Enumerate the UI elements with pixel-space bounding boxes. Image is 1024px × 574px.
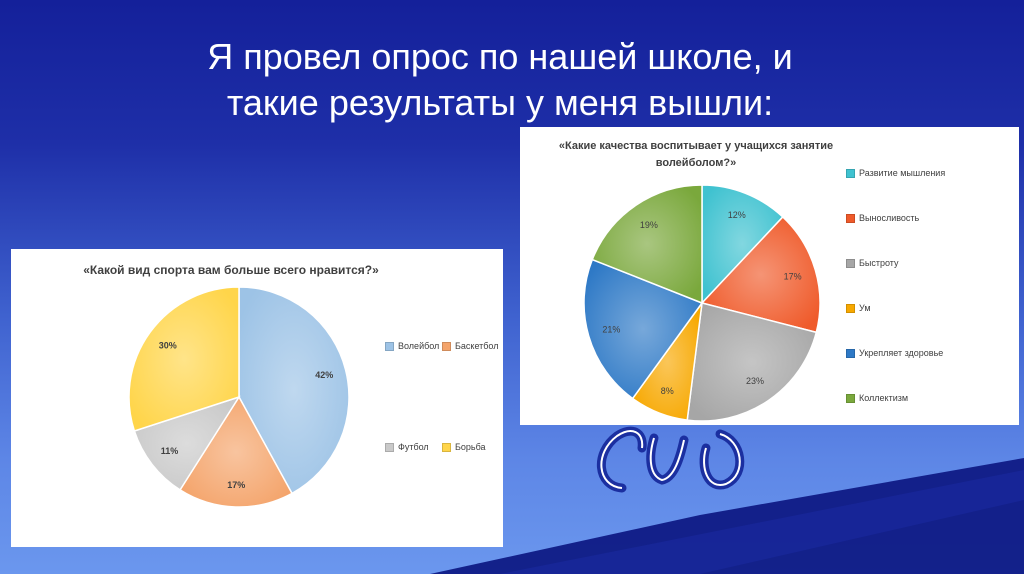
pie-data-label-6: 19% <box>640 220 658 230</box>
slide-title-line-1: Я провел опрос по нашей школе, и <box>207 36 793 77</box>
pie-data-label-2: 17% <box>784 272 802 282</box>
legend-label: Ум <box>859 303 871 313</box>
pie-slice-2 <box>700 215 821 334</box>
legend-label: Борьба <box>455 442 486 452</box>
pie-chart-qualities: 12% 17% 23% 8% 21% 19% <box>583 184 821 422</box>
pie-slice-2 <box>179 395 294 508</box>
pie-slice-3 <box>133 395 241 491</box>
pie-chart-sports: 42% 17% 11% 30% <box>128 286 350 508</box>
pie-slice-3 <box>686 302 818 422</box>
legend-label: Баскетбол <box>455 341 499 351</box>
legend-swatch <box>846 213 855 223</box>
legend-item-1: Развитие мышления <box>846 168 945 178</box>
pie-data-label-2: 17% <box>227 480 245 490</box>
legend-swatch <box>846 393 855 403</box>
legend-label: Волейбол <box>398 341 440 351</box>
legend-swatch <box>846 303 855 313</box>
legend-label: Выносливость <box>859 213 920 223</box>
pie-data-label-1: 42% <box>315 370 333 380</box>
legend-swatch <box>442 341 451 351</box>
legend-item-5: Укрепляет здоровье <box>846 348 943 358</box>
legend-swatch <box>846 168 855 178</box>
pie-slice-1 <box>701 184 784 305</box>
legend-item-6: Коллектизм <box>846 393 908 403</box>
chart-title-qualities: «Какие качества воспитывает у учащихся з… <box>558 140 834 169</box>
legend-label: Развитие мышления <box>859 168 946 178</box>
legend-item-2: Выносливость <box>846 213 919 223</box>
pie-data-label-4: 30% <box>159 340 177 350</box>
pie-slice-6 <box>591 184 703 305</box>
pie-data-label-1: 12% <box>728 210 746 220</box>
legend-label: Укрепляет здоровье <box>859 348 944 358</box>
pie-data-label-5: 21% <box>602 324 620 334</box>
legend-swatch <box>385 341 394 351</box>
legend-swatch <box>846 348 855 358</box>
legend-item-4: Ум <box>846 303 871 313</box>
legend-swatch <box>846 258 855 268</box>
legend-swatch <box>442 442 451 452</box>
pie-slice-5 <box>583 258 704 400</box>
slide-title-line-2: такие результаты у меня вышли: <box>226 82 774 123</box>
chart-card-qualities: 12% 17% 23% 8% 21% 19% «Какие качества воспит… <box>520 127 1019 425</box>
legend-item-3: Футбол <box>385 442 429 452</box>
legend-item-1: Волейбол <box>385 341 439 351</box>
chart-card-sports: 42% 17% 11% 30% «Какой вид спорта вам больш… <box>11 249 503 547</box>
legend-item-3: Быстроту <box>846 258 899 268</box>
chart-title-sports: «Какой вид спорта вам больше всего нрави… <box>83 263 379 277</box>
pie-slice-1 <box>238 286 350 495</box>
pie-data-label-4: 8% <box>661 386 674 396</box>
slide-title: Я провел опрос по нашей школе, и такие р… <box>120 34 880 126</box>
legend-swatch <box>385 442 394 452</box>
legend-label: Быстроту <box>859 258 899 268</box>
legend-label: Футбол <box>398 442 429 452</box>
legend-item-2: Баскетбол <box>442 341 499 351</box>
pie-slice-4 <box>128 286 240 432</box>
pie-data-label-3: 11% <box>161 446 179 456</box>
legend-label: Коллектизм <box>859 393 909 403</box>
legend-item-4: Борьба <box>442 442 486 452</box>
pie-data-label-3: 23% <box>746 376 764 386</box>
cyclist-logo-icon <box>597 426 745 493</box>
